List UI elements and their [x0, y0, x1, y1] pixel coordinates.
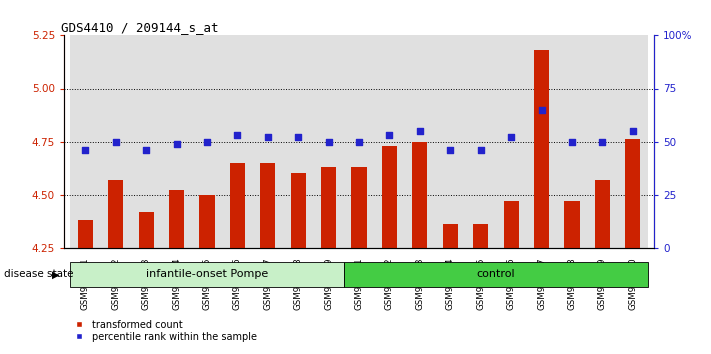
Bar [435, 35, 466, 248]
Point [232, 132, 243, 138]
Bar [344, 262, 648, 287]
Point [444, 147, 456, 153]
Bar [443, 224, 458, 248]
Bar [222, 35, 252, 248]
Bar [77, 220, 93, 248]
Bar [283, 35, 314, 248]
Text: disease state: disease state [4, 269, 73, 279]
Bar [382, 146, 397, 248]
Bar [526, 35, 557, 248]
Bar [70, 35, 100, 248]
Legend: transformed count, percentile rank within the sample: transformed count, percentile rank withi… [65, 316, 260, 346]
Bar [260, 163, 275, 248]
Bar [100, 35, 131, 248]
Bar [139, 212, 154, 248]
Bar [587, 35, 618, 248]
Point [627, 128, 638, 134]
Point [566, 139, 577, 144]
Bar [625, 139, 641, 248]
Point [80, 147, 91, 153]
Point [384, 132, 395, 138]
Point [415, 128, 426, 134]
Point [110, 139, 122, 144]
Bar [161, 35, 192, 248]
Bar [534, 50, 549, 248]
Point [475, 147, 486, 153]
Bar [557, 35, 587, 248]
Bar [314, 35, 344, 248]
Text: control: control [476, 269, 515, 279]
Bar [412, 142, 427, 248]
Bar [321, 167, 336, 248]
Bar [618, 35, 648, 248]
Point [292, 135, 304, 140]
Bar [503, 201, 519, 248]
Point [506, 135, 517, 140]
Bar [252, 35, 283, 248]
Point [201, 139, 213, 144]
Bar [199, 195, 215, 248]
Point [597, 139, 608, 144]
Point [323, 139, 334, 144]
Bar [108, 180, 123, 248]
Bar [351, 167, 367, 248]
Bar [473, 224, 488, 248]
Point [141, 147, 152, 153]
Text: ▶: ▶ [52, 269, 60, 279]
Bar [595, 180, 610, 248]
Text: infantile-onset Pompe: infantile-onset Pompe [146, 269, 268, 279]
Bar [169, 190, 184, 248]
Bar [192, 35, 222, 248]
Bar [131, 35, 161, 248]
Bar [291, 173, 306, 248]
Point [536, 107, 547, 113]
Bar [70, 262, 344, 287]
Point [171, 141, 182, 147]
Bar [466, 35, 496, 248]
Text: GDS4410 / 209144_s_at: GDS4410 / 209144_s_at [61, 21, 218, 34]
Bar [230, 163, 245, 248]
Point [353, 139, 365, 144]
Bar [344, 35, 374, 248]
Bar [496, 35, 526, 248]
Bar [374, 35, 405, 248]
Bar [565, 201, 579, 248]
Bar [405, 35, 435, 248]
Point [262, 135, 274, 140]
